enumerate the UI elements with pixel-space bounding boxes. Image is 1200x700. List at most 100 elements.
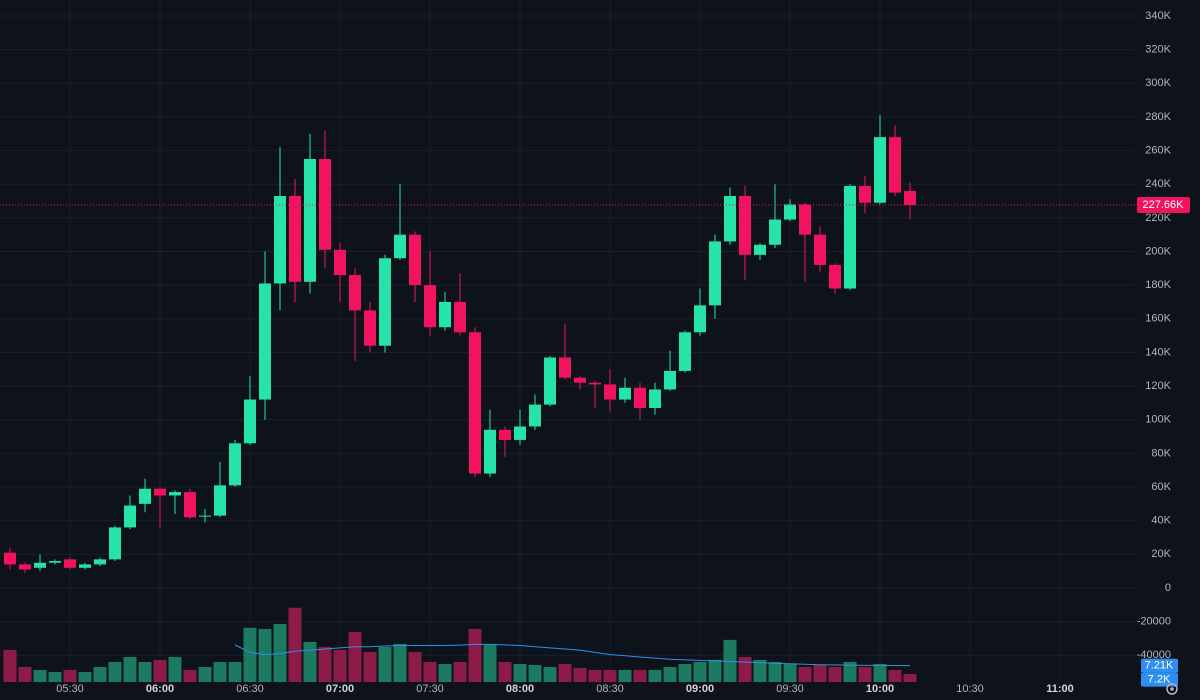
y-tick-label: 60K: [1151, 481, 1171, 493]
candle-body: [409, 234, 421, 286]
x-tick-label: 11:00: [1046, 683, 1074, 695]
volume-bar: [603, 669, 617, 682]
candle-body: [184, 492, 196, 518]
candle-body: [64, 559, 76, 568]
gear-center[interactable]: [1170, 687, 1174, 691]
last-price-box: [1137, 196, 1190, 213]
candle-body: [889, 137, 901, 193]
volume-bar: [348, 631, 362, 682]
candle-body: [19, 564, 31, 570]
candle-body: [334, 249, 346, 276]
volume-ma-label: 7.2K: [1148, 674, 1171, 686]
candle-body: [664, 370, 676, 390]
candle-body: [439, 301, 451, 328]
y-tick-label: 120K: [1145, 380, 1171, 392]
volume-bar: [663, 666, 677, 682]
volume-bar: [183, 669, 197, 682]
candle-body: [49, 561, 61, 563]
candle-body: [859, 185, 871, 203]
candle-body: [259, 283, 271, 400]
candle-body: [319, 158, 331, 250]
volume-bar: [213, 661, 227, 682]
x-tick-label: 07:00: [326, 683, 354, 695]
candle-body: [769, 219, 781, 245]
candle-body: [229, 443, 241, 486]
volume-bar: [273, 623, 287, 682]
volume-bar: [528, 664, 542, 682]
candle-body: [829, 264, 841, 289]
candle-body: [844, 185, 856, 289]
candle-body: [139, 488, 151, 504]
candle-body: [514, 426, 526, 440]
settings-icon[interactable]: [1166, 683, 1178, 695]
volume-bar: [408, 651, 422, 682]
volume-bar: [393, 643, 407, 682]
y-tick-label: 140K: [1145, 346, 1171, 358]
volume-bar: [888, 669, 902, 682]
volume-bar: [873, 664, 887, 682]
volume-bar: [363, 651, 377, 682]
y-tick-label: -40000: [1137, 649, 1171, 661]
candle-body: [904, 190, 916, 205]
volume-bar: [303, 641, 317, 682]
candle-body: [79, 564, 91, 568]
volume-bar: [243, 627, 257, 682]
candle-body: [649, 389, 661, 408]
volume-bar: [783, 664, 797, 682]
x-tick-label: 08:00: [506, 683, 534, 695]
y-tick-label: -20000: [1137, 616, 1171, 628]
volume-bar: [813, 664, 827, 682]
volume-bar: [108, 661, 122, 682]
x-tick-label: 09:00: [686, 683, 714, 695]
candle-body: [484, 429, 496, 474]
volume-bar: [843, 661, 857, 682]
y-tick-label: 100K: [1145, 414, 1171, 426]
candle-body: [724, 195, 736, 242]
volume-bar: [453, 661, 467, 682]
y-tick-label: 20K: [1151, 548, 1171, 560]
volume-bar: [693, 661, 707, 682]
volume-bar: [738, 656, 752, 682]
volume-bar: [723, 639, 737, 682]
candle-body: [634, 387, 646, 408]
candle-body: [694, 305, 706, 333]
volume-bar: [423, 661, 437, 682]
volume-bar: [903, 674, 917, 682]
volume-bar: [678, 664, 692, 682]
x-tick-label: 09:30: [776, 683, 804, 695]
y-tick-label: 320K: [1145, 44, 1171, 56]
volume-bar: [543, 666, 557, 682]
volume-bar: [483, 644, 497, 682]
x-tick-label: 06:00: [146, 683, 174, 695]
candle-body: [364, 310, 376, 346]
x-axis-band: [0, 682, 1200, 700]
volume-bar: [288, 607, 302, 682]
volume-bar: [798, 666, 812, 682]
x-tick-label: 08:30: [596, 683, 624, 695]
volume-bar: [498, 661, 512, 682]
volume-bar: [33, 669, 47, 682]
y-tick-label: 240K: [1145, 178, 1171, 190]
y-tick-label: 40K: [1151, 515, 1171, 527]
y-tick-label: 0: [1165, 582, 1171, 594]
candle-body: [589, 382, 601, 385]
candle-body: [454, 301, 466, 333]
candle-body: [154, 488, 166, 496]
volume-bar: [123, 656, 137, 682]
candle-body: [94, 559, 106, 565]
volume-bar: [633, 669, 647, 682]
volume-bar: [138, 661, 152, 682]
candle-body: [784, 204, 796, 220]
candle-body: [679, 332, 691, 371]
y-tick-label: 280K: [1145, 111, 1171, 123]
last-price-label: 227.66K: [1143, 199, 1185, 211]
candle-body: [34, 562, 46, 568]
gear[interactable]: [1166, 683, 1178, 695]
volume-bar: [3, 649, 17, 682]
volume-ma-line: [234, 643, 911, 667]
volume-bar: [318, 646, 332, 682]
volume-bar: [858, 666, 872, 682]
volume-bar: [228, 661, 242, 682]
volume-bar: [753, 659, 767, 682]
